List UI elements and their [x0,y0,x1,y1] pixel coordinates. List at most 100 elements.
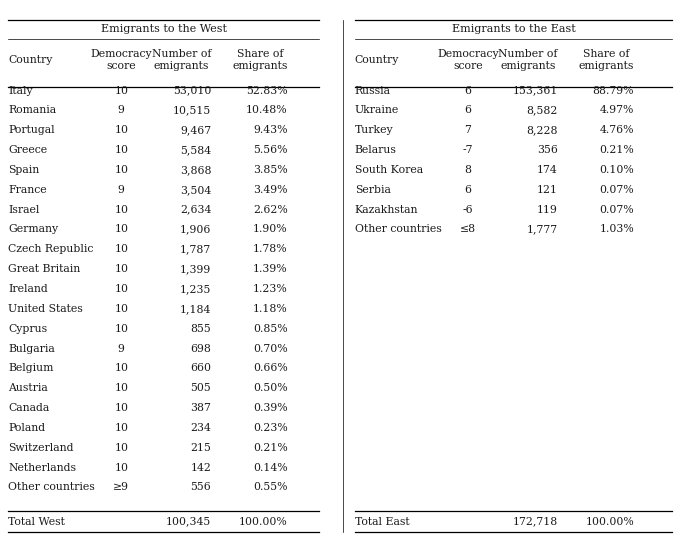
Text: Number of
emigrants: Number of emigrants [498,49,558,71]
Text: 3,868: 3,868 [180,165,211,175]
Text: 0.85%: 0.85% [253,324,288,334]
Text: 6: 6 [464,86,471,96]
Text: 698: 698 [191,344,211,353]
Text: Turkey: Turkey [355,125,394,135]
Text: 5,584: 5,584 [180,145,211,155]
Text: 10: 10 [114,383,128,393]
Text: South Korea: South Korea [355,165,423,175]
Text: Canada: Canada [8,403,50,413]
Text: 1.03%: 1.03% [599,225,634,234]
Text: 10: 10 [114,125,128,135]
Text: Romania: Romania [8,106,56,115]
Text: 10: 10 [114,284,128,294]
Text: 8,582: 8,582 [527,106,558,115]
Text: 100.00%: 100.00% [239,517,288,527]
Text: 10: 10 [114,145,128,155]
Text: 8: 8 [464,165,471,175]
Text: Israel: Israel [8,205,40,215]
Text: France: France [8,185,47,195]
Text: Serbia: Serbia [355,185,391,195]
Text: Total West: Total West [8,517,65,527]
Text: ≥9: ≥9 [113,482,130,492]
Text: 53,010: 53,010 [173,86,211,96]
Text: Poland: Poland [8,423,46,433]
Text: Other countries: Other countries [8,482,95,492]
Text: Switzerland: Switzerland [8,443,74,453]
Text: 1,777: 1,777 [527,225,558,234]
Text: 4.97%: 4.97% [599,106,634,115]
Text: 1.78%: 1.78% [253,244,288,254]
Text: 10,515: 10,515 [173,106,211,115]
Text: 10: 10 [114,403,128,413]
Text: 1.39%: 1.39% [253,264,288,274]
Text: Ireland: Ireland [8,284,48,294]
Text: 660: 660 [191,363,211,373]
Text: Other countries: Other countries [355,225,441,234]
Text: 3.85%: 3.85% [253,165,288,175]
Text: Country: Country [355,55,399,65]
Text: 0.21%: 0.21% [253,443,288,453]
Text: Kazakhstan: Kazakhstan [355,205,419,215]
Text: Germany: Germany [8,225,58,234]
Text: 3,504: 3,504 [180,185,211,195]
Text: 2,634: 2,634 [180,205,211,215]
Text: 1.23%: 1.23% [253,284,288,294]
Text: 142: 142 [191,463,211,472]
Text: Portugal: Portugal [8,125,55,135]
Text: Austria: Austria [8,383,48,393]
Text: Emigrants to the West: Emigrants to the West [100,25,227,34]
Text: Share of
emigrants: Share of emigrants [232,49,288,71]
Text: 505: 505 [191,383,211,393]
Text: Russia: Russia [355,86,391,96]
Text: Czech Republic: Czech Republic [8,244,94,254]
Text: 0.66%: 0.66% [253,363,288,373]
Text: 119: 119 [537,205,558,215]
Text: 5.56%: 5.56% [253,145,288,155]
Text: 6: 6 [464,185,471,195]
Text: 88.79%: 88.79% [593,86,634,96]
Text: 121: 121 [537,185,558,195]
Text: 1,399: 1,399 [180,264,211,274]
Text: 10: 10 [114,304,128,314]
Text: 8,228: 8,228 [527,125,558,135]
Text: 387: 387 [191,403,211,413]
Text: Cyprus: Cyprus [8,324,47,334]
Text: Belarus: Belarus [355,145,396,155]
Text: Number of
emigrants: Number of emigrants [152,49,211,71]
Text: United States: United States [8,304,83,314]
Text: 52.83%: 52.83% [246,86,288,96]
Text: 172,718: 172,718 [513,517,558,527]
Text: 0.39%: 0.39% [253,403,288,413]
Text: 234: 234 [191,423,211,433]
Text: 7: 7 [464,125,471,135]
Text: 3.49%: 3.49% [253,185,288,195]
Text: Spain: Spain [8,165,40,175]
Text: -7: -7 [462,145,473,155]
Text: 0.23%: 0.23% [253,423,288,433]
Text: 100.00%: 100.00% [586,517,634,527]
Text: Share of
emigrants: Share of emigrants [579,49,634,71]
Text: Italy: Italy [8,86,33,96]
Text: 153,361: 153,361 [513,86,558,96]
Text: Bulgaria: Bulgaria [8,344,55,353]
Text: 174: 174 [537,165,558,175]
Text: 9: 9 [118,344,125,353]
Text: 1,906: 1,906 [180,225,211,234]
Text: 356: 356 [537,145,558,155]
Text: 9.43%: 9.43% [253,125,288,135]
Text: 1,184: 1,184 [180,304,211,314]
Text: -6: -6 [462,205,473,215]
Text: 9: 9 [118,185,125,195]
Text: 6: 6 [464,106,471,115]
Text: 1.18%: 1.18% [253,304,288,314]
Text: 10: 10 [114,244,128,254]
Text: Total East: Total East [355,517,410,527]
Text: 0.07%: 0.07% [599,185,634,195]
Text: Ukraine: Ukraine [355,106,399,115]
Text: 10: 10 [114,225,128,234]
Text: 10: 10 [114,264,128,274]
Text: 1,787: 1,787 [180,244,211,254]
Text: 10: 10 [114,205,128,215]
Text: 0.10%: 0.10% [599,165,634,175]
Text: 0.21%: 0.21% [599,145,634,155]
